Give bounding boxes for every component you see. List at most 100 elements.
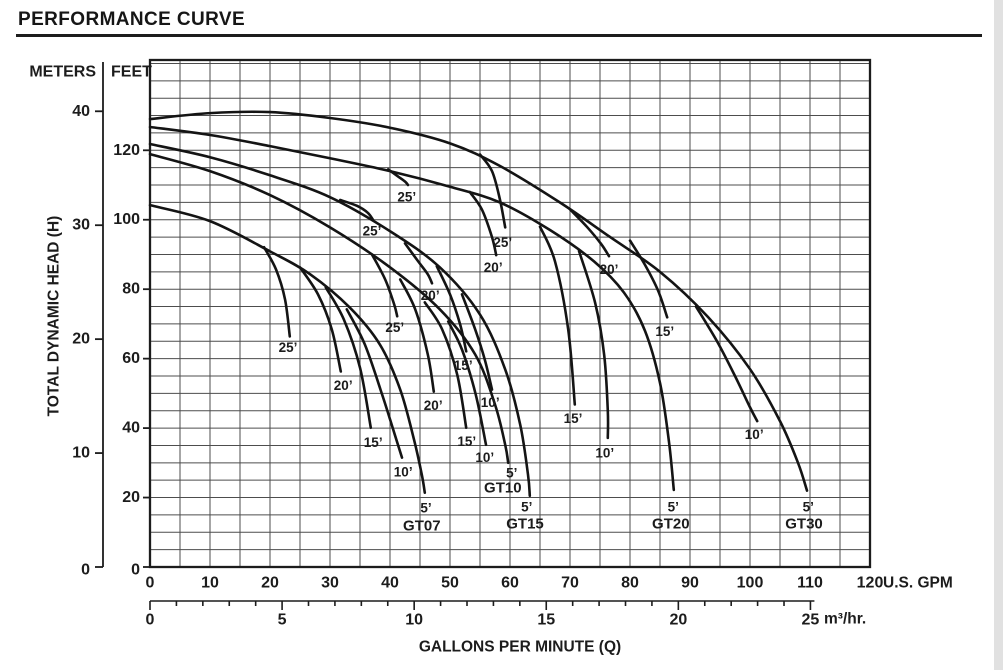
gpm-tick-label: 90 — [681, 575, 699, 592]
m3hr-tick-label: 5 — [278, 612, 287, 629]
page-title: PERFORMANCE CURVE — [18, 9, 246, 30]
feet-tick-label: 100 — [113, 211, 140, 228]
m3hr-tick-label: 0 — [146, 612, 155, 629]
scan-edge-strip — [994, 0, 1003, 670]
m3hr-tick-label: 25 — [802, 612, 820, 629]
curve-GT15-20ft — [403, 242, 434, 285]
gpm-tick-label: 20 — [261, 575, 279, 592]
curve-GT10-15ft — [423, 301, 468, 430]
curve-GT10-10ft — [446, 320, 488, 447]
curve-labels-layer: 5’10’15’20’25’GT075’10’15’20’25’GT105’10… — [279, 190, 823, 535]
curve-label-GT30-25ft: 25’ — [493, 235, 512, 250]
m3hr-tick-label: 20 — [669, 612, 687, 629]
curve-label-GT20-10ft: 10’ — [595, 445, 614, 460]
curve-label-GT30-20ft: 20’ — [600, 262, 619, 277]
curve-GT20-20ft — [468, 190, 498, 257]
curve-GT15-10ft — [460, 293, 494, 391]
curve-label-GT07-25ft: 25’ — [279, 340, 298, 355]
curve-GT10-25ft — [370, 253, 399, 318]
curve-GT20-25ft — [386, 168, 410, 187]
gpm-tick-label: 70 — [561, 575, 579, 592]
curve-GT10-20ft — [398, 278, 436, 393]
gpm-tick-label: 110 — [797, 575, 823, 592]
curve-label-GT20-25ft: 25’ — [397, 190, 416, 205]
curve-GT30-20ft — [568, 208, 611, 258]
model-label-GT07: GT07 — [403, 518, 441, 535]
m3hr-tick-label: 15 — [537, 612, 555, 629]
gpm-tick-label: 0 — [146, 575, 155, 592]
curve-GT20-10ft — [577, 249, 610, 440]
gpm-tick-label: 10 — [201, 575, 219, 592]
curve-GT10-5ft — [148, 152, 510, 465]
gpm-tick-label: 80 — [621, 575, 639, 592]
curve-label-GT10-15ft: 15’ — [457, 434, 476, 449]
gpm-tick-label: 50 — [441, 575, 459, 592]
feet-tick-label: 20 — [122, 489, 140, 506]
feet-tick-label: 40 — [122, 420, 140, 437]
curve-GT07-10ft — [345, 308, 404, 459]
gpm-tick-label: 100 — [737, 575, 764, 592]
meters-tick-label: 40 — [72, 103, 90, 120]
model-label-GT10: GT10 — [484, 479, 522, 496]
meters-tick-label: 20 — [72, 331, 90, 348]
meters-tick-label: 10 — [72, 445, 90, 462]
meters-tick-label: 0 — [81, 562, 90, 579]
curve-GT20-5ft — [148, 125, 676, 492]
curve-label-GT10-20ft: 20’ — [424, 398, 443, 413]
curve-GT15-15ft — [435, 264, 468, 353]
curve-label-GT07-5ft: 5’ — [420, 500, 431, 515]
curve-label-GT20-5ft: 5’ — [668, 499, 679, 514]
gpm-tick-label: 120 — [857, 575, 884, 592]
title-underline — [16, 34, 982, 37]
curve-label-GT30-5ft: 5’ — [803, 499, 814, 514]
curve-label-GT30-10ft: 10’ — [745, 427, 764, 442]
feet-axis-header: FEET — [111, 64, 152, 81]
model-label-GT30: GT30 — [785, 515, 823, 532]
curve-GT30-5ft — [148, 110, 809, 492]
feet-tick-label: 80 — [122, 281, 140, 298]
curve-label-GT15-15ft: 15’ — [454, 358, 473, 373]
curves-layer — [148, 110, 809, 498]
gpm-unit-label: U.S. GPM — [883, 575, 953, 592]
curve-label-GT07-15ft: 15’ — [364, 435, 383, 450]
curve-GT20-15ft — [538, 225, 577, 406]
curve-GT15-25ft — [338, 198, 375, 222]
curve-GT30-10ft — [694, 305, 759, 423]
curve-GT30-25ft — [478, 153, 507, 229]
meters-tick-label: 30 — [72, 217, 90, 234]
m3hr-unit-label: m³/hr. — [824, 611, 866, 628]
curve-GT07-15ft — [324, 286, 373, 430]
curve-label-GT10-5ft: 5’ — [506, 465, 517, 480]
curve-label-GT15-5ft: 5’ — [521, 499, 532, 514]
curve-label-GT07-10ft: 10’ — [394, 464, 413, 479]
curve-label-GT30-15ft: 15’ — [655, 324, 674, 339]
meters-axis-header: METERS — [29, 64, 96, 81]
gpm-tick-label: 30 — [321, 575, 339, 592]
curve-label-GT10-25ft: 25’ — [385, 320, 404, 335]
plot-frame — [148, 58, 872, 569]
curve-label-GT10-10ft: 10’ — [475, 450, 494, 465]
curve-label-GT07-20ft: 20’ — [334, 378, 353, 393]
gpm-tick-label: 60 — [501, 575, 519, 592]
curve-label-GT15-20ft: 20’ — [421, 288, 440, 303]
model-label-GT15: GT15 — [506, 515, 544, 532]
feet-tick-label: 120 — [113, 142, 140, 159]
curve-GT30-15ft — [628, 239, 669, 319]
curve-label-GT20-15ft: 15’ — [564, 411, 583, 426]
curve-GT07-25ft — [262, 245, 292, 338]
curve-label-GT15-10ft: 10’ — [481, 395, 500, 410]
y-axis-title: TOTAL DYNAMIC HEAD (H) — [46, 216, 63, 417]
curve-GT15-5ft — [148, 142, 532, 498]
m3hr-tick-label: 10 — [405, 612, 423, 629]
feet-tick-label: 0 — [131, 562, 140, 579]
curve-label-GT20-20ft: 20’ — [484, 260, 503, 275]
curve-GT07-20ft — [298, 266, 343, 373]
model-label-GT20: GT20 — [652, 515, 690, 532]
gpm-tick-label: 40 — [381, 575, 399, 592]
x-axis-title: GALLONS PER MINUTE (Q) — [419, 639, 621, 656]
curve-GT07-5ft — [148, 203, 427, 494]
curve-label-GT15-25ft: 25’ — [363, 224, 382, 239]
